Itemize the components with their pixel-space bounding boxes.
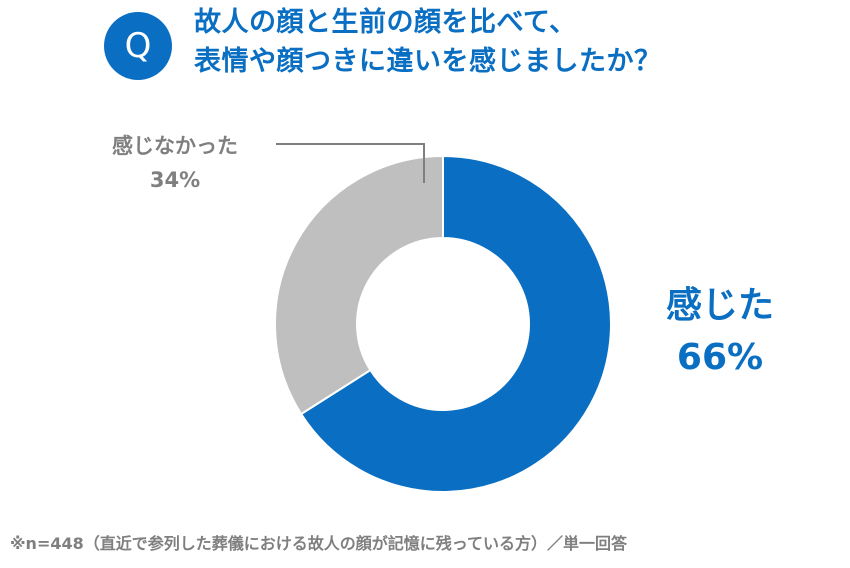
label-felt-name: 感じた bbox=[665, 285, 774, 326]
question-badge: Q bbox=[104, 12, 172, 80]
label-not-felt-name: 感じなかった bbox=[112, 134, 238, 158]
donut-slice-not-felt bbox=[274, 154, 444, 416]
footnote: ※n=448（直近で参列した葬儀における故人の顔が記憶に残っている方）／単一回答 bbox=[10, 534, 627, 553]
label-not-felt-value: 34% bbox=[149, 168, 201, 192]
question-badge-letter: Q bbox=[124, 26, 152, 66]
label-felt-value: 66% bbox=[676, 337, 764, 378]
donut-slice-felt bbox=[299, 154, 612, 493]
leader-line-not-felt bbox=[276, 143, 425, 183]
question-text-line-2: 表情や顔つきに違いを感じましたか？ bbox=[194, 46, 662, 77]
question-text-line-1: 故人の顔と生前の顔を比べて、 bbox=[194, 7, 577, 38]
